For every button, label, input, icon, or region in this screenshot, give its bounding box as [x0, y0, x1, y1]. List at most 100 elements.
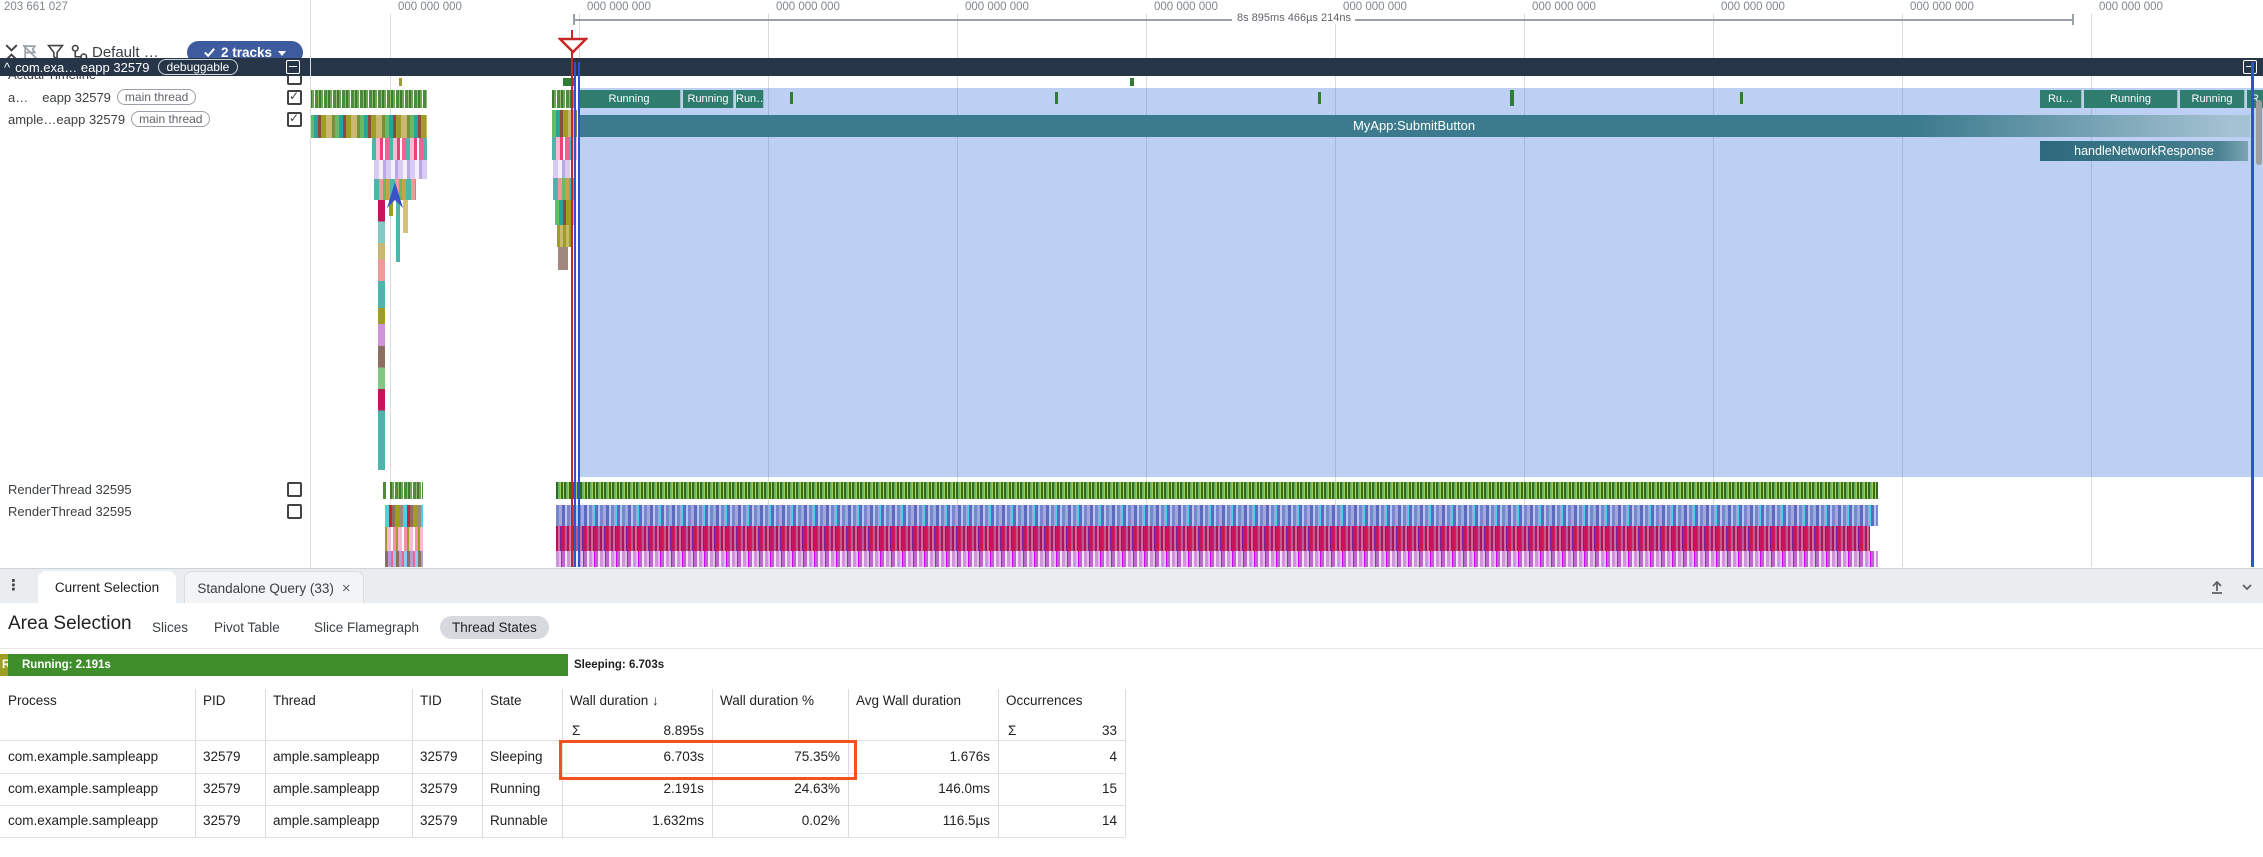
- highlighted-cells-box: [559, 740, 857, 780]
- column-header-occ[interactable]: Occurrences: [1006, 689, 1117, 713]
- cell-occ[interactable]: 14: [1006, 805, 1117, 837]
- slice-submit-button[interactable]: MyApp:SubmitButton: [578, 115, 2250, 137]
- track-checkbox[interactable]: [287, 90, 302, 105]
- track-row-main-thread-1[interactable]: a… eapp 32579 main thread: [0, 86, 310, 108]
- thread-state-running-slice[interactable]: Running: [2084, 90, 2178, 108]
- flame-stack-row[interactable]: [372, 138, 427, 160]
- slice-handle-network-response[interactable]: handleNetworkResponse: [2040, 141, 2248, 161]
- ruler-tick-label: 000 000 000: [776, 1, 840, 13]
- cell-process[interactable]: com.example.sampleapp: [8, 805, 187, 837]
- thread-state-running-slice[interactable]: Running: [2180, 90, 2245, 108]
- slice-tick[interactable]: [383, 482, 386, 499]
- column-header-process[interactable]: Process: [8, 689, 187, 713]
- cell-tid[interactable]: 32579: [420, 741, 474, 773]
- ruler-tick-label: 000 000 000: [2099, 1, 2163, 13]
- flame-stack-row[interactable]: [553, 178, 576, 200]
- renderthread-band[interactable]: [556, 526, 1870, 551]
- track-row-main-thread-2[interactable]: ample… eapp 32579 main thread: [0, 108, 310, 130]
- track-row-actual-timeline[interactable]: Actual Timeline: [0, 76, 310, 86]
- flame-slice[interactable]: [558, 247, 568, 270]
- cell-pid[interactable]: 32579: [203, 741, 257, 773]
- slice-tick[interactable]: [399, 78, 402, 86]
- column-header-wall[interactable]: Wall duration ↓: [570, 689, 704, 713]
- cell-state[interactable]: Running: [490, 773, 554, 805]
- slice-tick[interactable]: [1130, 78, 1134, 86]
- sidebar-divider[interactable]: [310, 0, 311, 568]
- thread-state-running-slice[interactable]: Running: [578, 90, 681, 108]
- flame-stack-row[interactable]: [374, 160, 427, 179]
- group-collapse-caret[interactable]: ^: [4, 60, 10, 75]
- column-header-state[interactable]: State: [490, 689, 554, 713]
- thread-state-slices[interactable]: [390, 482, 423, 499]
- renderthread-band[interactable]: [556, 551, 1878, 567]
- thread-state-running-slice[interactable]: Ru…: [2040, 90, 2082, 108]
- cell-pid[interactable]: 32579: [203, 773, 257, 805]
- perfetto-trace-viewer: 203 661 027 000 000 000 000 000 000 000 00…: [0, 0, 2263, 857]
- cell-process[interactable]: com.example.sampleapp: [8, 773, 187, 805]
- timeline-area[interactable]: 203 661 027 000 000 000 000 000 000 000 00…: [0, 0, 2263, 568]
- cell-state[interactable]: Runnable: [490, 805, 554, 837]
- track-label: eapp 32579: [56, 112, 125, 127]
- ruler-tick-label: 000 000 000: [1532, 1, 1596, 13]
- selection-right-handle[interactable]: [2251, 62, 2254, 567]
- renderthread-state-band[interactable]: [556, 482, 1878, 499]
- ruler-origin-label: 203 661 027: [4, 1, 68, 13]
- main-thread-badge: main thread: [131, 111, 210, 127]
- track-label: eapp 32579: [42, 90, 111, 105]
- table-row-separator: [0, 837, 1125, 838]
- deep-call-stack[interactable]: [378, 200, 385, 470]
- thread-state-tick[interactable]: [1510, 90, 1514, 106]
- cell-avg[interactable]: 146.0ms: [856, 773, 990, 805]
- renderthread-slices[interactable]: [385, 551, 423, 567]
- cell-avg[interactable]: 116.5µs: [856, 805, 990, 837]
- thread-state-running-slice[interactable]: Running: [683, 90, 734, 108]
- cell-state[interactable]: Sleeping: [490, 741, 554, 773]
- flag-marker-icon[interactable]: [558, 37, 588, 54]
- vertical-scrollbar-thumb[interactable]: [2256, 100, 2262, 165]
- cell-avg[interactable]: 1.676s: [856, 741, 990, 773]
- cell-pid[interactable]: 32579: [203, 805, 257, 837]
- table-column-separator: [1125, 689, 1126, 837]
- track-checkbox[interactable]: [287, 482, 302, 497]
- thread-state-tick[interactable]: [1318, 92, 1321, 104]
- column-header-wall_pct[interactable]: Wall duration %: [720, 689, 840, 713]
- selection-left-handle-inner[interactable]: [578, 62, 580, 567]
- cell-process[interactable]: com.example.sampleapp: [8, 741, 187, 773]
- renderthread-slices[interactable]: [385, 527, 423, 551]
- cell-thread[interactable]: ample.sampleapp: [273, 773, 404, 805]
- process-group-header[interactable]: ^ com.exa… eapp 32579 debuggable: [0, 58, 2263, 76]
- track-checkbox[interactable]: [287, 504, 302, 519]
- cell-tid[interactable]: 32579: [420, 805, 474, 837]
- flame-stack-row[interactable]: [310, 115, 427, 138]
- track-checkbox[interactable]: [287, 112, 302, 127]
- column-header-pid[interactable]: PID: [203, 689, 257, 713]
- column-header-avg[interactable]: Avg Wall duration: [856, 689, 990, 713]
- area-selection-overlay[interactable]: [578, 88, 2263, 477]
- track-row-renderthread-2[interactable]: RenderThread 32595: [0, 501, 310, 522]
- cell-wall_pct[interactable]: 0.02%: [720, 805, 840, 837]
- cell-occ[interactable]: 4: [1006, 741, 1117, 773]
- renderthread-band[interactable]: [556, 505, 1878, 526]
- cell-thread[interactable]: ample.sampleapp: [273, 805, 404, 837]
- column-header-tid[interactable]: TID: [420, 689, 474, 713]
- thread-state-tick[interactable]: [1055, 92, 1058, 104]
- cell-wall[interactable]: 1.632ms: [570, 805, 704, 837]
- selection-left-handle[interactable]: [574, 62, 576, 567]
- flame-stack-row[interactable]: [557, 225, 571, 247]
- renderthread-slices[interactable]: [385, 505, 423, 527]
- thread-state-slices[interactable]: [310, 90, 427, 108]
- table-column-separator: [195, 689, 196, 837]
- cell-occ[interactable]: 15: [1006, 773, 1117, 805]
- track-checkbox[interactable]: [287, 76, 302, 85]
- cell-thread[interactable]: ample.sampleapp: [273, 741, 404, 773]
- cell-tid[interactable]: 32579: [420, 773, 474, 805]
- thread-state-tick[interactable]: [1740, 92, 1743, 104]
- column-header-thread[interactable]: Thread: [273, 689, 404, 713]
- thread-state-running-slice[interactable]: Run…: [736, 90, 764, 108]
- group-title: com.exa… eapp 32579: [15, 60, 149, 75]
- thread-state-tick[interactable]: [790, 92, 793, 104]
- group-checkbox-right[interactable]: [2243, 60, 2257, 74]
- group-checkbox[interactable]: [286, 60, 300, 74]
- flame-stack-row[interactable]: [553, 160, 576, 178]
- track-row-renderthread-1[interactable]: RenderThread 32595: [0, 479, 310, 500]
